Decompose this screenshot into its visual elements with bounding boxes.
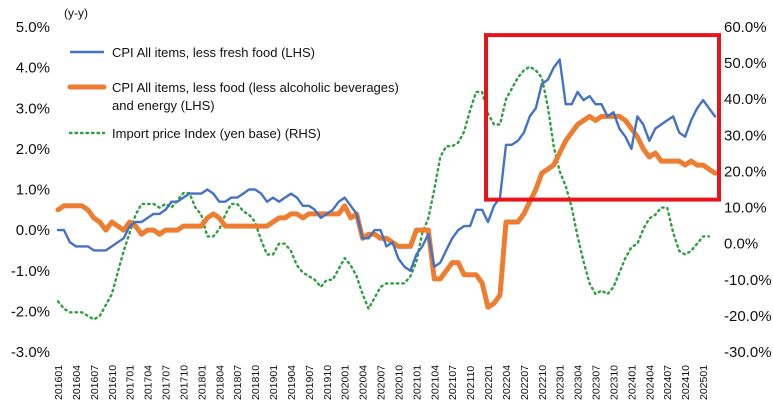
right-tick-label: -20.0% [724, 308, 772, 325]
x-tick-label: 202204 [501, 365, 513, 400]
x-tick-label: 201601 [53, 365, 65, 400]
series-line-0 [56, 58, 717, 272]
left-tick-label: 1.0% [16, 182, 50, 199]
x-tick-label: 202110 [465, 366, 477, 400]
x-tick-label: 201810 [250, 365, 262, 400]
right-tick-label: 50.0% [724, 55, 767, 72]
x-tick-label: 202201 [483, 365, 495, 400]
left-axis-ticks: 5.0% 4.0% 3.0% 2.0% 1.0% 0.0% -1.0% -2.0% -3.0% [11, 19, 50, 361]
x-tick-label: 202001 [340, 365, 352, 400]
right-tick-label: 20.0% [724, 163, 767, 180]
series-layer [55, 58, 718, 321]
x-tick-label: 202501 [698, 365, 710, 400]
x-tick-label: 202207 [519, 365, 531, 400]
legend-label-cpi-core-core: CPI All items, less food (less alcoholic… [112, 80, 402, 113]
left-tick-label: 5.0% [16, 19, 50, 36]
x-tick-label: 201710 [178, 365, 190, 400]
series-line-2 [56, 65, 711, 321]
left-tick-label: 2.0% [16, 141, 50, 158]
x-tick-label: 201807 [232, 365, 244, 400]
legend-label-cpi-less-fresh-food: CPI All items, less fresh food (LHS) [112, 45, 315, 60]
x-tick-label: 202401 [626, 365, 638, 400]
x-tick-label: 201801 [196, 365, 208, 400]
x-tick-label: 201910 [322, 365, 334, 400]
x-tick-label: 202010 [393, 365, 405, 400]
left-tick-label: -3.0% [11, 344, 50, 361]
unit-label: (y-y) [64, 6, 88, 20]
x-tick-label: 201901 [268, 365, 280, 400]
x-tick-label: 202004 [358, 365, 370, 400]
left-tick-label: 4.0% [16, 60, 50, 77]
x-tick-label: 202007 [376, 365, 388, 400]
x-tick-label: 201707 [161, 365, 173, 400]
left-tick-label: -2.0% [11, 303, 50, 320]
x-tick-label: 201804 [214, 365, 226, 400]
x-tick-label: 202104 [429, 365, 441, 400]
left-tick-label: -1.0% [11, 263, 50, 280]
right-tick-label: 0.0% [724, 236, 758, 253]
x-tick-label: 202210 [537, 365, 549, 400]
x-tick-label: 202107 [447, 365, 459, 400]
right-tick-label: -10.0% [724, 272, 772, 289]
x-tick-label: 202304 [573, 365, 585, 400]
legend: CPI All items, less fresh food (LHS) CPI… [67, 45, 402, 141]
left-tick-label: 3.0% [16, 100, 50, 117]
x-axis-ticks: 201601 201604 201607 201610 201701 201704 2017… [53, 365, 710, 400]
right-axis-ticks: 60.0% 50.0% 40.0% 30.0% 20.0% 10.0% 0.0% -10.0%… [724, 19, 772, 361]
highlight-box [484, 33, 721, 202]
left-tick-label: 0.0% [16, 222, 50, 239]
right-tick-label: -30.0% [724, 344, 772, 361]
x-tick-label: 202407 [662, 365, 674, 400]
x-tick-label: 201701 [125, 365, 137, 400]
x-tick-label: 202101 [411, 365, 423, 400]
x-tick-label: 201904 [286, 365, 298, 400]
x-tick-label: 201704 [143, 365, 155, 400]
x-tick-label: 201604 [71, 365, 83, 400]
legend-label-import-price: Import price Index (yen base) (RHS) [112, 126, 321, 141]
legend-label-line-2: and energy (LHS) [112, 98, 215, 113]
x-tick-label: 202307 [591, 365, 603, 400]
x-tick-label: 202301 [555, 365, 567, 400]
right-tick-label: 40.0% [724, 91, 767, 108]
right-tick-label: 10.0% [724, 200, 767, 217]
x-tick-label: 202410 [680, 365, 692, 400]
x-tick-label: 201907 [304, 365, 316, 400]
x-tick-label: 202310 [608, 365, 620, 400]
x-tick-label: 201607 [89, 365, 101, 400]
series-line-1 [55, 113, 718, 310]
legend-label-line-1: CPI All items, less food (less alcoholic… [112, 80, 399, 95]
right-tick-label: 30.0% [724, 127, 767, 144]
x-tick-label: 202404 [644, 365, 656, 400]
x-tick-label: 201610 [107, 365, 119, 400]
right-tick-label: 60.0% [724, 19, 767, 36]
